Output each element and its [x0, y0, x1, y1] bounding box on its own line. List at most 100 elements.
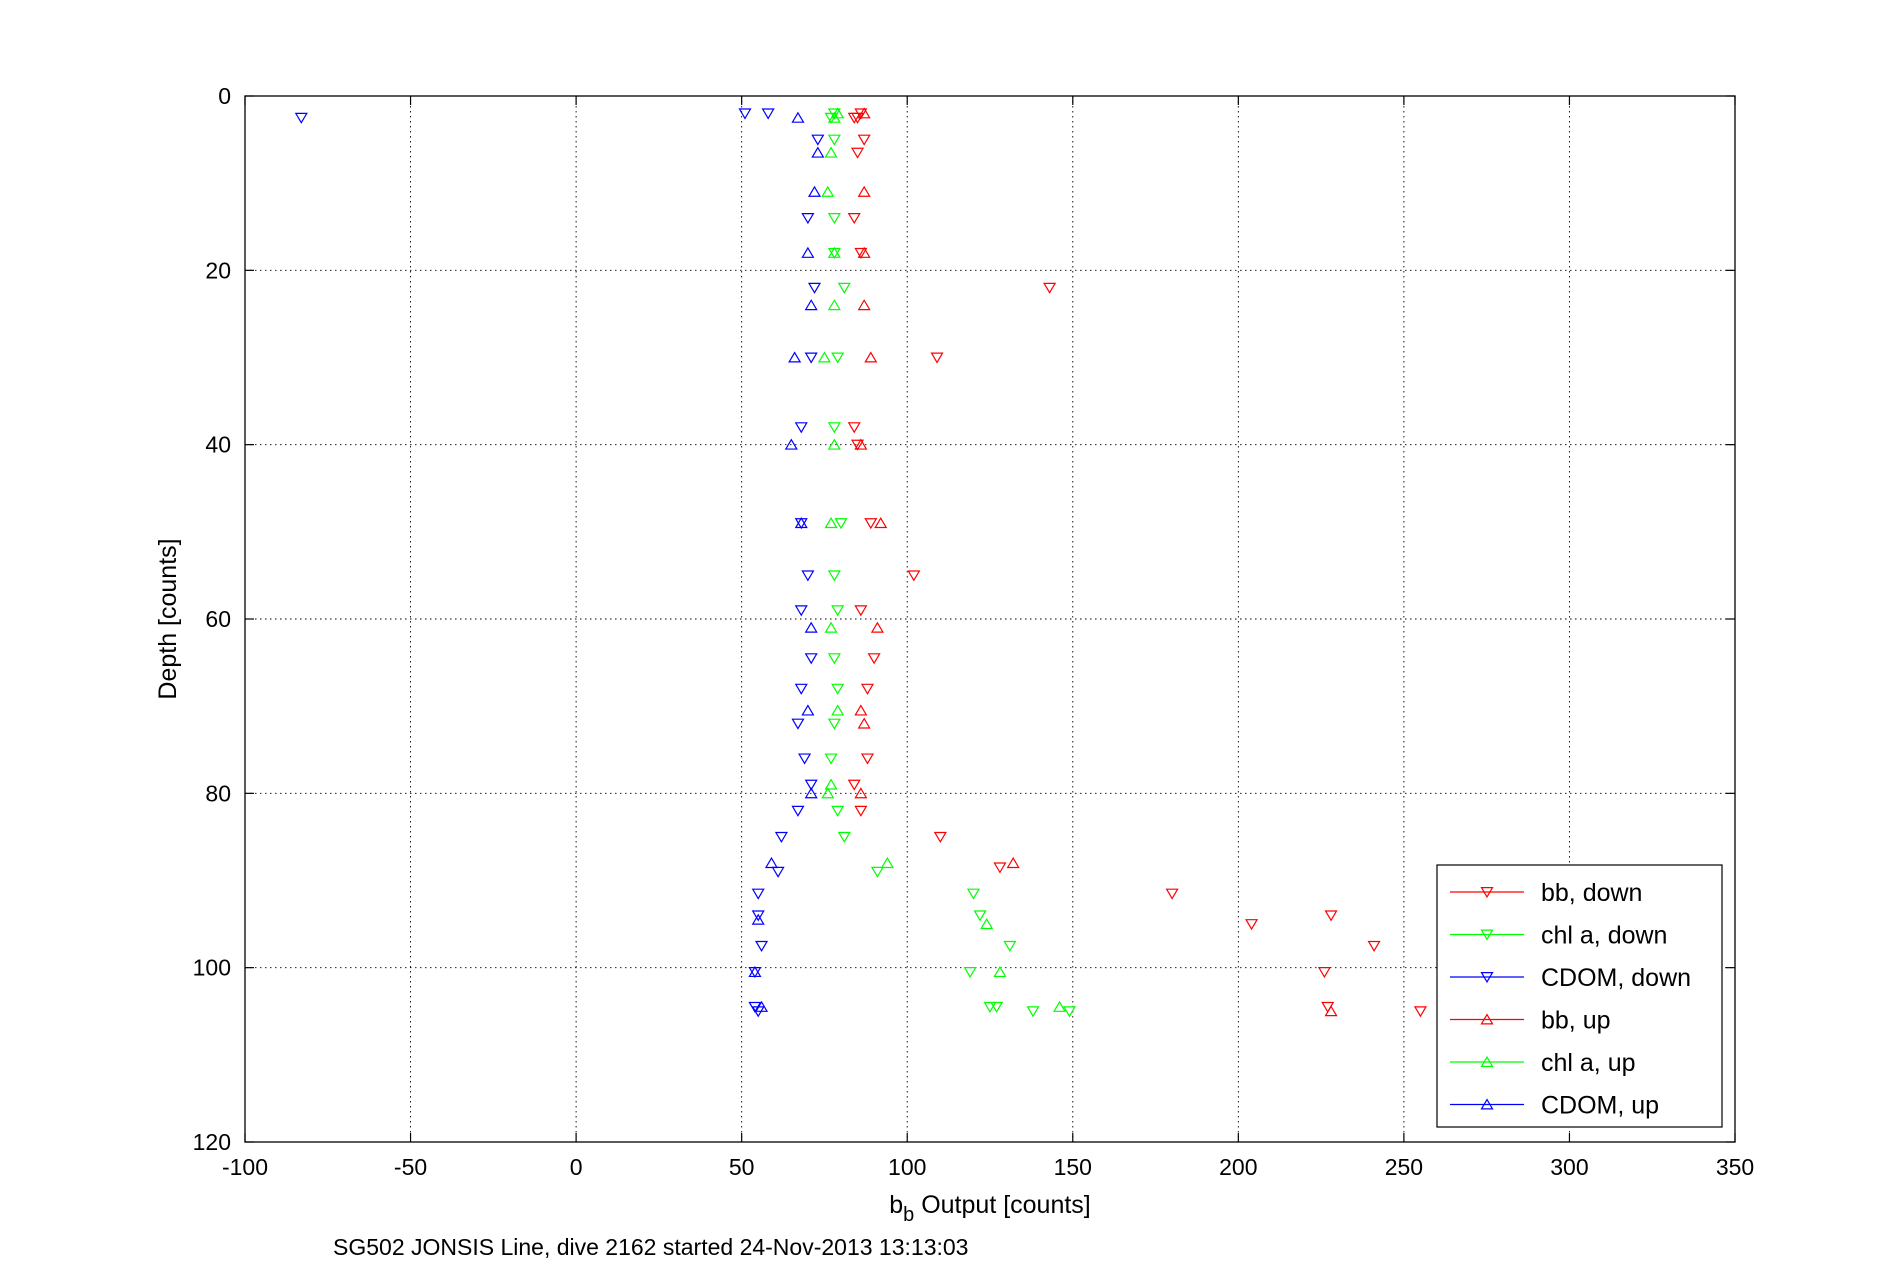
- data-point: [1006, 856, 1020, 869]
- legend-marker: [1480, 886, 1494, 899]
- data-point: [930, 352, 944, 364]
- data-point: [827, 422, 841, 434]
- data-point: [860, 683, 875, 695]
- data-point: [837, 831, 851, 844]
- grid-layer: [245, 96, 1735, 1142]
- data-point: [804, 352, 818, 364]
- legend: bb, down chl a, down CDOM, down bb, up chl a…: [1436, 864, 1723, 1128]
- legend-marker: [1480, 1055, 1494, 1068]
- legend-marker: [1480, 971, 1494, 984]
- data-point: [857, 299, 871, 311]
- x-tick-label: -50: [394, 1154, 427, 1180]
- data-point: [791, 718, 805, 730]
- y-axis-label: Depth [counts]: [154, 538, 182, 699]
- y-tick-label: 120: [193, 1129, 231, 1155]
- data-point: [983, 1001, 997, 1014]
- data-point: [834, 518, 848, 530]
- legend-label: CDOM, up: [1541, 1092, 1659, 1120]
- legend-marker: [1480, 1013, 1494, 1025]
- data-point: [827, 213, 841, 225]
- data-point: [857, 717, 871, 729]
- data-point: [857, 246, 871, 258]
- x-axis-label: bb Output [counts]: [889, 1191, 1091, 1226]
- x-tick-label: 350: [1716, 1154, 1754, 1180]
- x-axis-label-rest: Output [counts]: [914, 1191, 1091, 1219]
- data-point: [831, 704, 845, 716]
- data-point: [801, 246, 815, 258]
- data-point: [761, 108, 775, 120]
- data-point: [827, 134, 841, 146]
- data-point: [857, 107, 871, 119]
- legend-entry: bb, up: [1450, 1007, 1611, 1035]
- data-point: [827, 438, 841, 450]
- data-point: [824, 516, 838, 529]
- data-point: [860, 753, 875, 765]
- data-point: [831, 683, 845, 695]
- data-point: [764, 856, 779, 869]
- data-point: [831, 605, 845, 617]
- data-point: [827, 111, 841, 123]
- data-point: [807, 185, 822, 197]
- y-tick-label: 80: [205, 780, 231, 806]
- data-point: [966, 888, 980, 900]
- data-point: [801, 213, 815, 225]
- legend-items: bb, down chl a, down CDOM, down bb, up chl a…: [1450, 879, 1691, 1120]
- data-point: [794, 605, 808, 617]
- data-point: [801, 704, 815, 716]
- data-point: [1026, 1006, 1040, 1018]
- data-point: [824, 146, 838, 158]
- legend-label: chl a, up: [1541, 1049, 1636, 1077]
- legend-label: CDOM, down: [1541, 964, 1691, 992]
- series-1: [824, 108, 1077, 1018]
- data-point: [804, 299, 818, 311]
- data-point: [864, 351, 878, 363]
- data-point: [821, 185, 835, 197]
- legend-label: bb, down: [1541, 879, 1642, 907]
- data-point: [857, 134, 871, 146]
- legend-entry: CDOM, up: [1450, 1092, 1659, 1120]
- x-tick-label: 250: [1385, 1154, 1423, 1180]
- x-tick-label: 100: [888, 1154, 926, 1180]
- data-point: [980, 917, 994, 930]
- legend-entry: CDOM, down: [1450, 964, 1691, 992]
- data-point: [854, 605, 868, 617]
- data-point: [847, 213, 861, 225]
- data-point: [854, 438, 868, 450]
- data-point: [847, 112, 861, 124]
- y-tick-label: 0: [218, 83, 231, 109]
- data-point: [754, 940, 769, 953]
- data-point: [804, 621, 818, 633]
- data-point: [854, 704, 868, 716]
- legend-entry: bb, down: [1450, 879, 1642, 907]
- data-point: [851, 147, 865, 159]
- points-layer: [294, 107, 1427, 1018]
- x-axis-label-main: b: [889, 1191, 903, 1219]
- data-point: [854, 805, 868, 817]
- data-point: [1052, 1000, 1067, 1012]
- data-point: [874, 516, 888, 529]
- data-point: [738, 108, 752, 120]
- data-point: [837, 282, 851, 294]
- data-point: [880, 856, 894, 869]
- data-point: [821, 787, 835, 799]
- data-point: [798, 753, 812, 765]
- legend-entry: chl a, up: [1450, 1049, 1636, 1077]
- data-point: [1003, 940, 1017, 953]
- data-point: [1245, 919, 1259, 931]
- data-point: [817, 351, 831, 363]
- data-point: [1317, 967, 1331, 979]
- data-point: [963, 967, 977, 979]
- data-point: [831, 352, 845, 364]
- data-point: [864, 518, 878, 530]
- x-tick-label: 200: [1219, 1154, 1257, 1180]
- data-point: [827, 299, 841, 311]
- x-tick-label: 300: [1550, 1154, 1588, 1180]
- data-point: [857, 185, 871, 197]
- series-5: [748, 111, 825, 1012]
- data-point: [907, 570, 921, 582]
- data-point: [751, 913, 765, 925]
- data-point: [851, 439, 865, 451]
- data-point: [870, 621, 884, 633]
